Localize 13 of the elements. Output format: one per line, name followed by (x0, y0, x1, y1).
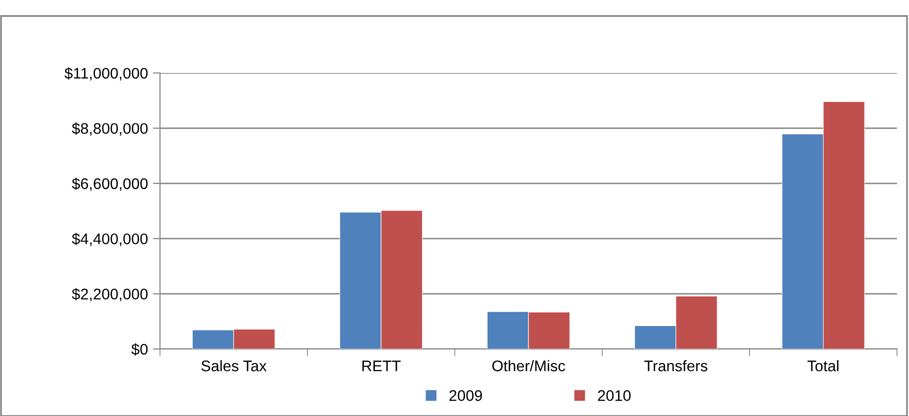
y-tick-label: $4,400,000 (72, 232, 148, 246)
x-tick-label: RETT (362, 360, 401, 372)
x-tick-label: Total (808, 360, 838, 372)
legend-label: 2010 (598, 390, 631, 401)
legend-label: 2009 (449, 390, 482, 401)
y-tick-label: $2,200,000 (72, 288, 148, 302)
y-tick-label: $6,600,000 (72, 178, 148, 191)
x-tick-label: Sales Tax (201, 360, 267, 372)
y-tick-label: $8,800,000 (72, 122, 148, 136)
x-tick-label: Other/Misc (492, 360, 566, 372)
y-tick-label: $0 (131, 343, 148, 356)
x-tick-label: Transfers (644, 360, 708, 372)
y-tick-label: $11,000,000 (64, 67, 148, 80)
